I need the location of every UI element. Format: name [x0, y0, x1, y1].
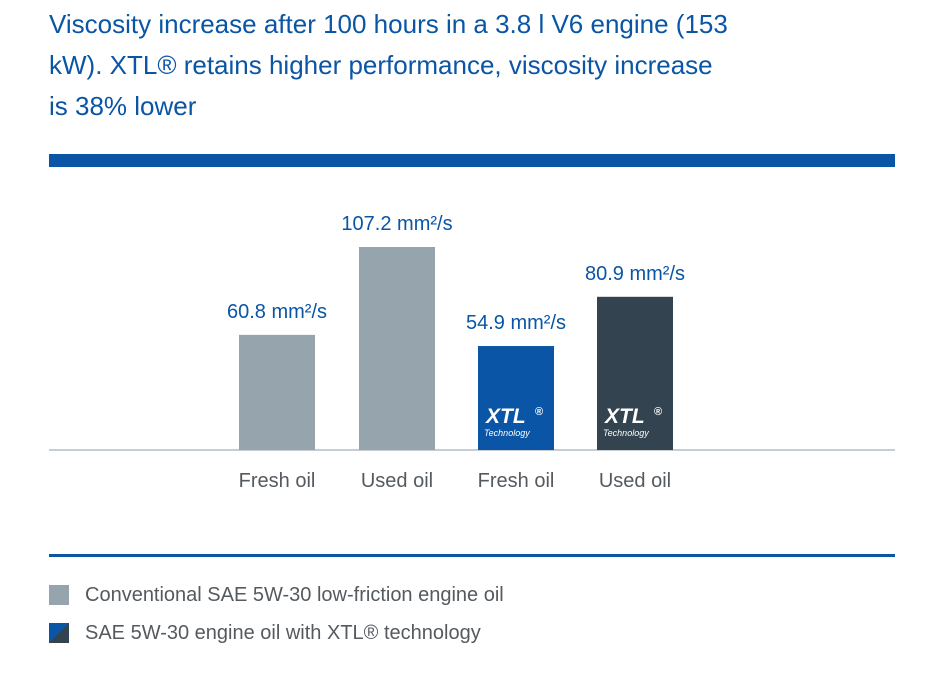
legend-swatch-xtl — [49, 623, 69, 643]
category-label-2: Used oil — [361, 470, 433, 492]
bottom-rule — [49, 554, 895, 557]
xtl-logo-mark: XTL — [485, 405, 526, 428]
xtl-logo-4: XTL ® Technology — [603, 405, 662, 438]
top-rule — [49, 154, 895, 167]
legend-item-conventional: Conventional SAE 5W-30 low-friction engi… — [49, 576, 504, 614]
category-label-3: Fresh oil — [478, 470, 555, 492]
xtl-logo-sub: Technology — [603, 428, 649, 438]
xtl-logo-reg: ® — [654, 406, 662, 418]
xtl-logo-sub: Technology — [484, 428, 530, 438]
value-label-3: 54.9 mm²/s — [466, 312, 566, 334]
xtl-logo-3: XTL ® Technology — [484, 405, 543, 438]
category-label-1: Fresh oil — [239, 470, 316, 492]
bar-4 — [597, 296, 673, 450]
bar-3 — [478, 346, 554, 450]
legend-label-xtl: SAE 5W-30 engine oil with XTL® technolog… — [85, 621, 481, 644]
legend: Conventional SAE 5W-30 low-friction engi… — [49, 576, 504, 652]
xtl-logo-mark: XTL — [604, 405, 645, 428]
legend-item-xtl: SAE 5W-30 engine oil with XTL® technolog… — [49, 614, 504, 652]
category-label-4: Used oil — [599, 470, 671, 492]
xtl-logo-reg: ® — [535, 406, 543, 418]
bar-1 — [239, 334, 315, 450]
value-label-4: 80.9 mm²/s — [585, 263, 685, 285]
value-label-1: 60.8 mm²/s — [227, 301, 327, 323]
bar-2 — [359, 247, 435, 450]
value-label-2: 107.2 mm²/s — [341, 213, 452, 235]
chart-title: Viscosity increase after 100 hours in a … — [49, 9, 728, 121]
legend-swatch-conventional — [49, 585, 69, 605]
legend-label-conventional: Conventional SAE 5W-30 low-friction engi… — [85, 583, 504, 606]
